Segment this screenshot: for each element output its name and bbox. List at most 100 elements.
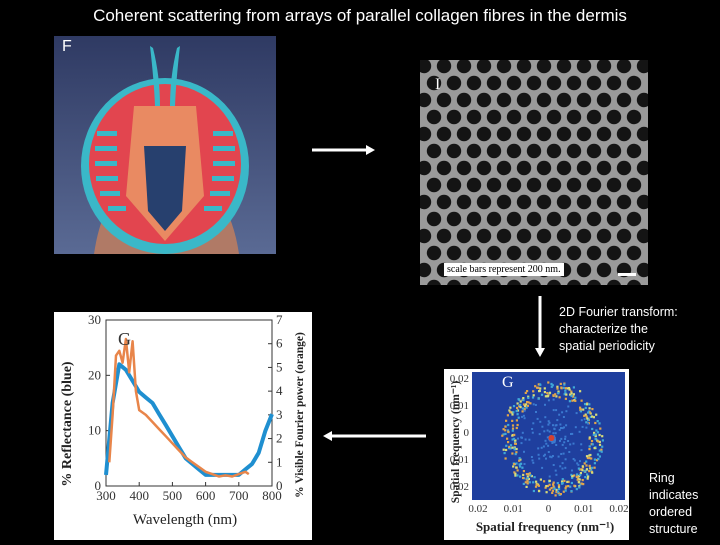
heatmap-ring-pixel — [555, 491, 558, 494]
heatmap-inner-pixel — [552, 424, 554, 427]
fibre-pore — [586, 211, 602, 227]
heatmap-inner-pixel — [555, 444, 558, 446]
heatmap-inner-pixel — [580, 419, 583, 422]
heatmap-y-tick-label: 0.02 — [450, 373, 469, 385]
heatmap-inner-pixel — [565, 410, 568, 413]
fibre-pore — [436, 126, 452, 142]
fibre-pore — [526, 109, 542, 125]
fibre-pore — [436, 160, 452, 176]
heatmap-ring-pixel — [554, 393, 557, 396]
heatmap-y-tick-label: 0.01 — [450, 454, 469, 466]
fibre-pore — [506, 75, 522, 91]
fibre-pore — [466, 75, 482, 91]
fibre-pore — [636, 160, 648, 176]
heatmap-ring-pixel — [596, 420, 599, 423]
heatmap-inner-pixel — [523, 450, 525, 453]
fibre-pore — [526, 75, 542, 91]
heatmap-ring-pixel — [532, 390, 535, 393]
arrow-down-icon — [535, 296, 545, 357]
fibre-pore — [496, 194, 512, 210]
heatmap-ring-pixel — [586, 473, 589, 476]
fibre-pore — [446, 143, 462, 159]
heatmap-ring-pixel — [505, 448, 508, 452]
heatmap-inner-pixel — [528, 438, 531, 441]
fibre-pore — [556, 126, 572, 142]
heatmap-inner-pixel — [535, 411, 537, 413]
heatmap-inner-pixel — [552, 409, 555, 412]
heatmap-ring-pixel — [513, 433, 516, 436]
heatmap-inner-pixel — [546, 429, 549, 432]
y-tick-label: 30 — [88, 312, 101, 327]
heatmap-ring-pixel — [518, 463, 521, 466]
heatmap-ring-pixel — [571, 476, 574, 479]
fibre-pore — [556, 160, 572, 176]
fibre-pore — [626, 177, 642, 193]
heatmap-ring-pixel — [521, 407, 524, 410]
fibre-pore — [426, 109, 442, 125]
heatmap-ring-pixel — [585, 415, 588, 418]
heatmap-ring-pixel — [579, 406, 582, 409]
heatmap-x-tick-label: 0.02 — [609, 503, 628, 515]
heatmap-ring-pixel — [518, 398, 521, 401]
heatmap-inner-pixel — [548, 421, 551, 424]
fibre-pore — [527, 279, 541, 285]
fibre-pore — [536, 126, 552, 142]
heatmap-inner-pixel — [564, 438, 567, 440]
heatmap-inner-pixel — [531, 459, 534, 462]
heatmap-ring-pixel — [593, 458, 596, 461]
fibre-pore — [546, 245, 562, 261]
fibre-pore — [606, 75, 622, 91]
heatmap-inner-pixel — [534, 404, 537, 406]
reflectance-line — [104, 362, 274, 477]
heatmap-ring-pixel — [537, 383, 540, 386]
fibre-pore — [487, 279, 501, 285]
fibre-pore — [486, 177, 502, 193]
heatmap-ring-pixel — [591, 415, 594, 418]
heatmap-ring-pixel — [516, 474, 519, 477]
heatmap-ring-pixel — [598, 455, 601, 458]
fibre-pore — [526, 245, 542, 261]
heatmap-ring-pixel — [590, 457, 593, 460]
panel-f-label: F — [62, 38, 72, 55]
fibre-pore — [546, 211, 562, 227]
heatmap-inner-pixel — [561, 411, 564, 414]
heatmap-ring-pixel — [583, 462, 586, 465]
heatmap-ring-pixel — [588, 470, 591, 473]
heatmap-panel-label: G — [502, 374, 514, 391]
heatmap-ring-pixel — [507, 441, 510, 444]
fibre-pore — [636, 60, 648, 74]
fibre-pore — [606, 211, 622, 227]
heatmap-ring-pixel — [532, 481, 535, 484]
fibre-pore — [486, 75, 502, 91]
fibre-pore — [486, 109, 502, 125]
heatmap-ring-pixel — [539, 478, 542, 481]
fibre-pore — [566, 75, 582, 91]
heatmap-ring-pixel — [578, 478, 581, 481]
heatmap-ring-pixel — [586, 456, 589, 460]
heatmap-inner-pixel — [531, 431, 534, 434]
heatmap-ring-pixel — [528, 481, 531, 484]
fibre-pore — [516, 228, 532, 244]
heatmap-ring-pixel — [509, 411, 512, 414]
heatmap-inner-pixel — [547, 451, 550, 453]
heatmap-ring-pixel — [562, 386, 565, 389]
heatmap-ring-pixel — [565, 393, 568, 396]
heatmap-ring-pixel — [568, 388, 571, 391]
y2-tick-label: 5 — [276, 359, 283, 374]
heatmap-inner-pixel — [532, 461, 535, 464]
fibre-pore — [606, 177, 622, 193]
heatmap-inner-pixel — [521, 431, 524, 434]
fibre-pore — [516, 60, 532, 74]
heatmap-inner-pixel — [563, 426, 565, 429]
heatmap-ring-pixel — [588, 411, 591, 414]
heatmap-inner-pixel — [561, 443, 564, 446]
heatmap-ring-pixel — [583, 470, 586, 473]
fibre-pore — [586, 143, 602, 159]
fibre-pore — [506, 177, 522, 193]
heatmap-ring-pixel — [511, 424, 515, 427]
fibre-pore — [596, 228, 612, 244]
heatmap-ring-pixel — [512, 465, 515, 468]
spectrum-xlabel: Wavelength (nm) — [132, 512, 238, 528]
heatmap-ring-pixel — [517, 416, 520, 419]
heatmap-ring-pixel — [570, 490, 573, 493]
